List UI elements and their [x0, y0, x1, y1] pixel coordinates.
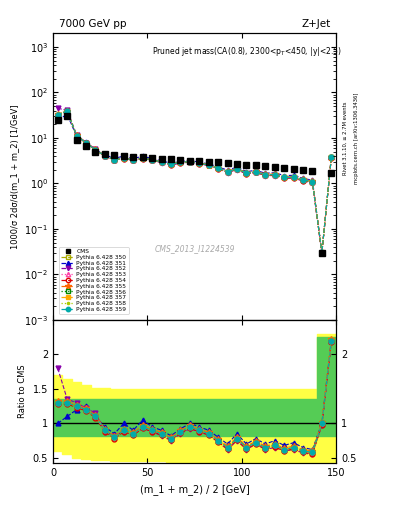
Text: Rivet 3.1.10, ≥ 2.7M events: Rivet 3.1.10, ≥ 2.7M events	[343, 101, 348, 175]
Y-axis label: Ratio to CMS: Ratio to CMS	[18, 365, 27, 418]
X-axis label: (m_1 + m_2) / 2 [GeV]: (m_1 + m_2) / 2 [GeV]	[140, 484, 250, 495]
Text: Pruned jet mass(CA(0.8), 2300<p$_T$<450, |y|<2.5): Pruned jet mass(CA(0.8), 2300<p$_T$<450,…	[152, 45, 342, 58]
Legend: CMS, Pythia 6.428 350, Pythia 6.428 351, Pythia 6.428 352, Pythia 6.428 353, Pyt: CMS, Pythia 6.428 350, Pythia 6.428 351,…	[59, 247, 129, 314]
Text: CMS_2013_I1224539: CMS_2013_I1224539	[154, 244, 235, 253]
Text: Z+Jet: Z+Jet	[301, 19, 331, 29]
Y-axis label: 1000/σ 2dσ/d(m_1 + m_2) [1/GeV]: 1000/σ 2dσ/d(m_1 + m_2) [1/GeV]	[10, 104, 18, 249]
Text: mcplots.cern.ch [arXiv:1306.3436]: mcplots.cern.ch [arXiv:1306.3436]	[354, 93, 359, 184]
Text: 7000 GeV pp: 7000 GeV pp	[59, 19, 126, 29]
